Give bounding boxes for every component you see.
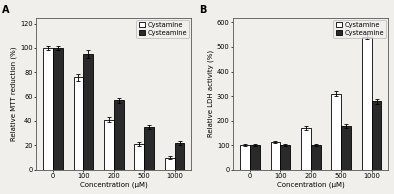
Bar <box>74 77 83 170</box>
Y-axis label: Relative LDH activity (%): Relative LDH activity (%) <box>208 50 214 137</box>
X-axis label: Concentration (μM): Concentration (μM) <box>80 182 148 188</box>
Bar <box>144 127 154 170</box>
Bar <box>271 142 280 170</box>
Bar <box>341 126 351 170</box>
Bar <box>114 100 123 170</box>
Legend: Cystamine, Cysteamine: Cystamine, Cysteamine <box>136 20 190 38</box>
Text: B: B <box>199 5 206 15</box>
Bar <box>175 143 184 170</box>
Bar <box>301 128 311 170</box>
Bar <box>165 158 175 170</box>
Bar <box>134 144 144 170</box>
Bar <box>83 54 93 170</box>
Bar <box>43 48 53 170</box>
Bar <box>311 145 320 170</box>
Bar <box>240 145 250 170</box>
Bar <box>331 94 341 170</box>
Bar <box>372 101 381 170</box>
Bar <box>53 48 63 170</box>
Bar <box>104 120 114 170</box>
X-axis label: Concentration (μM): Concentration (μM) <box>277 182 345 188</box>
Legend: Cystamine, Cysteamine: Cystamine, Cysteamine <box>333 20 387 38</box>
Bar <box>362 37 372 170</box>
Y-axis label: Relative MTT reduction (%): Relative MTT reduction (%) <box>11 46 17 141</box>
Bar <box>280 145 290 170</box>
Bar <box>250 145 260 170</box>
Text: A: A <box>2 5 9 15</box>
